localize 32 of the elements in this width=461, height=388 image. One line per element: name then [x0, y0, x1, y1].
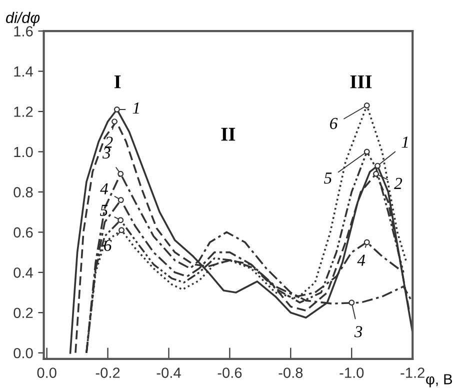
- x-tick-label: -0.4: [156, 368, 181, 378]
- annotation: II: [221, 128, 236, 141]
- annotation: 1: [402, 136, 408, 148]
- y-tick-label: 1.4: [14, 66, 33, 77]
- x-tick-label: -0.2: [96, 368, 120, 378]
- x-tick-label: -1.0: [340, 368, 364, 378]
- annotation: III: [350, 75, 372, 88]
- y-tick-label: 1.2: [14, 106, 33, 117]
- x-axis-title: φ, B: [426, 374, 452, 388]
- x-tick-label: -1.2: [400, 368, 424, 378]
- annotation: 5: [100, 204, 108, 216]
- y-tick-label: 0.6: [14, 227, 33, 238]
- y-tick-label: 0.8: [14, 187, 33, 198]
- annotation: 1: [132, 102, 139, 114]
- annotation: 6: [330, 118, 338, 130]
- annotation: 2: [394, 178, 402, 189]
- annotation: I: [114, 75, 121, 88]
- y-tick-label: 0.4: [14, 268, 33, 278]
- y-tick-label: 0.2: [14, 308, 33, 318]
- annotation: 3: [354, 326, 362, 338]
- annotation: 4: [357, 254, 366, 266]
- x-tick-label: -0.6: [218, 368, 242, 378]
- y-tick-label: 1.6: [14, 26, 33, 36]
- y-axis-title: di/dφ: [6, 12, 40, 26]
- annotation: 6: [104, 240, 112, 252]
- y-tick-label: 1.0: [14, 146, 33, 158]
- x-tick-label: -0.8: [278, 368, 303, 378]
- y-tick-label: 0.0: [14, 348, 33, 358]
- x-tick-label: 0.0: [37, 368, 56, 378]
- annotation: 5: [324, 172, 332, 184]
- annotation: 4: [100, 183, 108, 194]
- annotation: 3: [102, 147, 110, 159]
